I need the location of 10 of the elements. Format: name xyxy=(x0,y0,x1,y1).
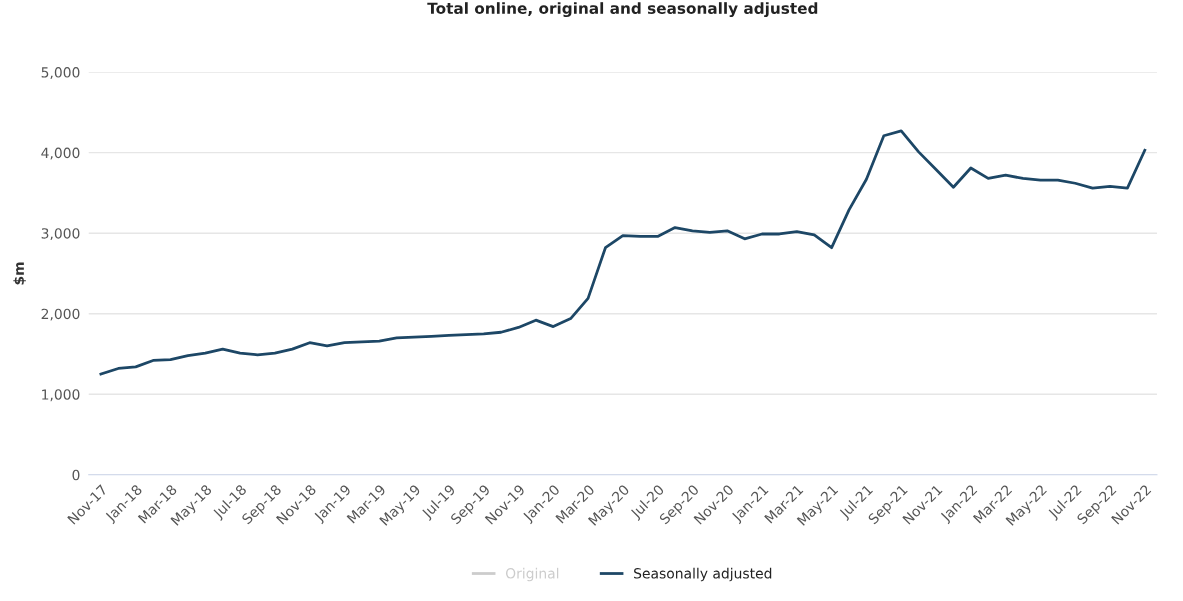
y-tick-label: 0 xyxy=(72,469,80,481)
y-tick-label: 5,000 xyxy=(41,67,80,80)
line-series xyxy=(99,129,1147,376)
y-tick-label: 2,000 xyxy=(41,308,80,321)
y-tick-label: 3,000 xyxy=(41,228,80,241)
y-tick-label: 1,000 xyxy=(42,389,80,402)
legend-label: Seasonally adjusted xyxy=(634,567,772,582)
y-tick-label: 4,000 xyxy=(41,147,80,160)
y-axis-title: $m xyxy=(13,262,26,285)
chart-title: Total online, original and seasonally adjusted xyxy=(427,2,818,18)
